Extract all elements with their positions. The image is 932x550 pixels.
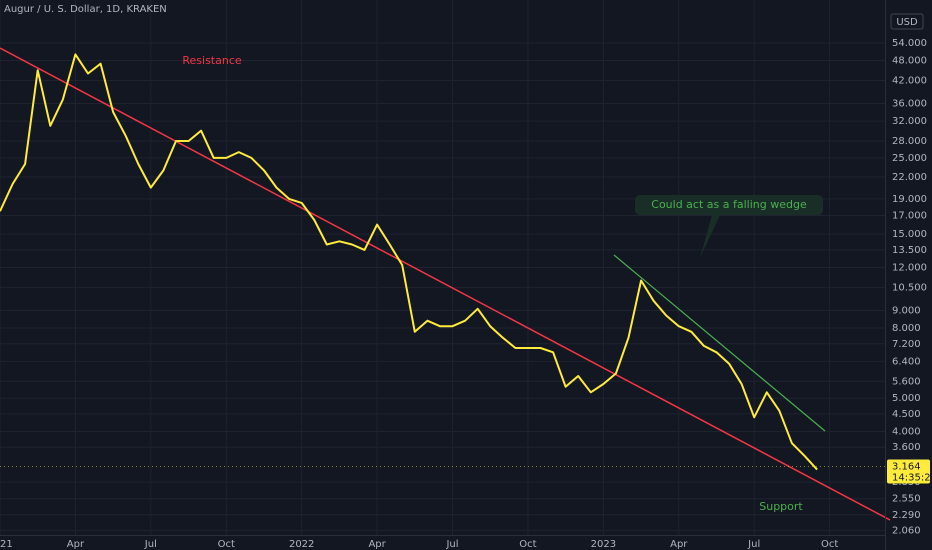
- y-tick-label: 9.000: [892, 305, 921, 316]
- y-tick-label: 2.060: [892, 526, 921, 537]
- y-tick-label: 4.500: [892, 409, 921, 420]
- x-tick-label: Jul: [144, 539, 157, 550]
- y-tick-label: 7.200: [892, 339, 921, 350]
- y-tick-label: 10.500: [892, 282, 927, 293]
- y-tick-label: 36.000: [892, 98, 927, 109]
- y-tick-label: 5.600: [892, 376, 921, 387]
- x-tick-label: 2022: [289, 539, 314, 550]
- last-price-box: [887, 459, 930, 484]
- x-tick-label: Jul: [747, 539, 760, 550]
- x-tick-label: Oct: [519, 539, 536, 550]
- plot: [0, 53, 885, 471]
- x-tick-label: Jul: [445, 539, 458, 550]
- y-tick-label: 28.000: [892, 136, 927, 147]
- x-tick-label: Apr: [67, 539, 85, 550]
- y-tick-label: 2.290: [892, 510, 921, 521]
- axes: 54.000 48.000 42.000 36.000 32.000 28.000 25.0…: [0, 38, 932, 550]
- y-tick-label: 19.000: [892, 194, 927, 205]
- price-line: [0, 53, 818, 471]
- y-tick-label: 6.400: [892, 356, 921, 367]
- y-tick-label: 42.000: [892, 75, 927, 86]
- annotation: Support: [759, 500, 803, 513]
- x-tick-label: 21: [0, 539, 13, 550]
- x-tick-label: 2023: [591, 539, 616, 550]
- y-tick-label: 32.000: [892, 116, 927, 127]
- currency: USD: [896, 17, 918, 28]
- y-tick-label: 17.000: [892, 210, 927, 221]
- y-tick-label: 12.000: [892, 263, 927, 274]
- y-tick-label: 13.500: [892, 245, 927, 256]
- resistance-support-line: [0, 47, 891, 521]
- callout: [635, 195, 823, 258]
- y-tick-label: 22.000: [892, 172, 927, 183]
- y-tick-label: 25.000: [892, 153, 927, 164]
- countdown: 14:35:24: [892, 473, 932, 484]
- annotation: Resistance: [182, 54, 242, 67]
- y-tick-label: 8.000: [892, 323, 921, 334]
- y-tick-label: 48.000: [892, 56, 927, 67]
- x-tick-label: Apr: [670, 539, 688, 550]
- x-tick-label: Apr: [368, 539, 386, 550]
- x-tick-label: Oct: [821, 539, 838, 550]
- y-tick-label: 3.600: [892, 442, 921, 453]
- wedge-line: [613, 254, 826, 432]
- annotation: Could act as a falling wedge: [651, 198, 807, 211]
- last-price-label: 3.164: [892, 462, 921, 473]
- chart-title: Augur / U. S. Dollar, 1D, KRAKEN: [4, 4, 167, 15]
- y-tick-label: 4.000: [892, 427, 921, 438]
- currency-box: [890, 13, 924, 30]
- y-tick-label: 2.550: [892, 494, 921, 505]
- x-tick-label: Oct: [218, 539, 235, 550]
- grid: [0, 0, 885, 535]
- y-tick-label: 5.000: [892, 393, 921, 404]
- y-tick-label: 54.000: [892, 38, 927, 49]
- y-tick-label: 15.000: [892, 229, 927, 240]
